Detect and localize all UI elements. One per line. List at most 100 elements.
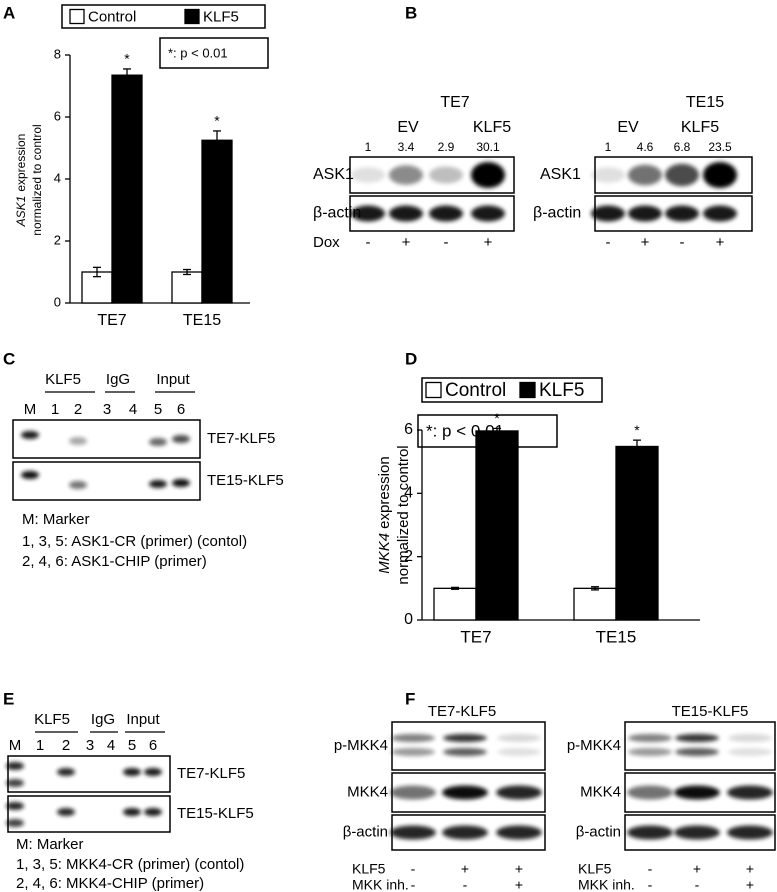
blot-frame — [624, 772, 776, 813]
band — [123, 768, 141, 776]
band — [21, 471, 39, 479]
lane-label: 6 — [149, 737, 157, 754]
treatment-label: MKK inh. — [352, 877, 409, 892]
legend-label: KLF5 — [203, 8, 239, 25]
lane-label: 3 — [86, 737, 94, 754]
band — [6, 762, 24, 770]
treatment-sign: + — [746, 877, 754, 892]
treatment-label: KLF5 — [578, 861, 612, 877]
band — [471, 162, 505, 188]
panel-letter: C — [3, 349, 15, 368]
treatment-sign: + — [716, 234, 725, 251]
band — [727, 825, 773, 840]
row-label: TE15-KLF5 — [207, 472, 284, 489]
treatment-sign: + — [484, 234, 493, 251]
significance-marker: * — [634, 422, 640, 438]
band — [628, 205, 662, 222]
band — [496, 825, 542, 840]
row-label: β-actin — [533, 205, 581, 222]
lane-label: 2 — [62, 737, 70, 754]
x-tick-label: TE7 — [97, 312, 126, 329]
lane-label: 4 — [129, 401, 137, 418]
treatment-sign: + — [515, 877, 523, 892]
error-bar — [451, 586, 459, 590]
group-label: KLF5 — [473, 119, 511, 136]
error-bar — [213, 130, 221, 151]
quantification: 30.1 — [476, 140, 500, 154]
row-label: TE7-KLF5 — [207, 430, 275, 447]
lane-label: M — [24, 401, 37, 418]
row-label: MKK4 — [347, 783, 388, 800]
lane-label: 1 — [51, 401, 59, 418]
band — [591, 167, 625, 183]
treatment-sign: - — [411, 877, 416, 892]
legend-line: M: Marker — [22, 511, 90, 528]
treatment-sign: + — [693, 861, 701, 877]
x-tick-label: TE7 — [460, 627, 491, 646]
lane-label: 3 — [103, 401, 111, 418]
y-tick-label: 2 — [404, 548, 413, 565]
error-bar — [493, 427, 501, 435]
band — [389, 205, 423, 222]
bar — [111, 74, 143, 304]
y-tick-label: 0 — [404, 611, 413, 628]
lane-label: 6 — [177, 401, 185, 418]
band — [172, 479, 190, 487]
group-label: EV — [617, 119, 639, 136]
treatment-sign: - — [606, 234, 611, 251]
significance-marker: * — [494, 410, 500, 426]
treatment-label: KLF5 — [352, 861, 386, 877]
treatment-sign: + — [402, 234, 411, 251]
bar — [201, 139, 233, 304]
quantification: 23.5 — [708, 140, 732, 154]
group-header: KLF5 — [45, 371, 81, 388]
row-label: MKK4 — [580, 783, 621, 800]
band — [628, 164, 662, 186]
legend-line: 1, 3, 5: MKK4-CR (primer) (contol) — [16, 856, 244, 873]
error-bar — [591, 586, 599, 591]
band — [69, 437, 87, 445]
group-label: KLF5 — [681, 119, 719, 136]
band — [443, 734, 487, 742]
band — [390, 785, 436, 800]
treatment-sign: - — [444, 234, 449, 251]
band — [6, 802, 24, 810]
gel-frame — [12, 461, 201, 501]
legend-line: 2, 4, 6: ASK1-CHIP (primer) — [22, 553, 207, 570]
y-axis-label-text: expression — [376, 456, 393, 529]
significance-marker: * — [214, 113, 220, 129]
band — [496, 785, 542, 800]
note: *: p < 0.01 — [168, 45, 228, 60]
band — [665, 205, 699, 222]
legend-line: M: Marker — [16, 836, 84, 853]
lane-label: 5 — [128, 737, 136, 754]
band — [442, 825, 488, 840]
y-tick-label: 8 — [54, 46, 61, 61]
legend-label: Control — [445, 380, 506, 401]
band — [123, 808, 141, 816]
y-axis-label: normalized to control — [395, 445, 412, 584]
row-label: ASK1 — [540, 166, 581, 183]
band — [57, 768, 75, 776]
band — [429, 166, 463, 184]
y-tick-label: 2 — [54, 232, 61, 247]
band — [627, 785, 673, 800]
blot-title: TE15-KLF5 — [672, 703, 749, 720]
band — [391, 734, 435, 742]
y-tick-label: 4 — [404, 485, 413, 502]
band — [69, 481, 87, 489]
treatment-sign: + — [461, 861, 469, 877]
band — [665, 163, 699, 187]
row-label: β-actin — [343, 823, 388, 840]
band — [674, 825, 720, 840]
band — [728, 748, 772, 756]
blot-title: TE7-KLF5 — [428, 703, 496, 720]
y-axis-label: normalized to control — [30, 124, 44, 235]
gel-frame — [12, 419, 201, 459]
row-label: β-actin — [313, 205, 361, 222]
note: *: p < 0.01 — [426, 421, 504, 440]
blot-frame — [624, 814, 776, 851]
x-tick-label: TE15 — [596, 627, 637, 646]
band — [497, 734, 541, 742]
